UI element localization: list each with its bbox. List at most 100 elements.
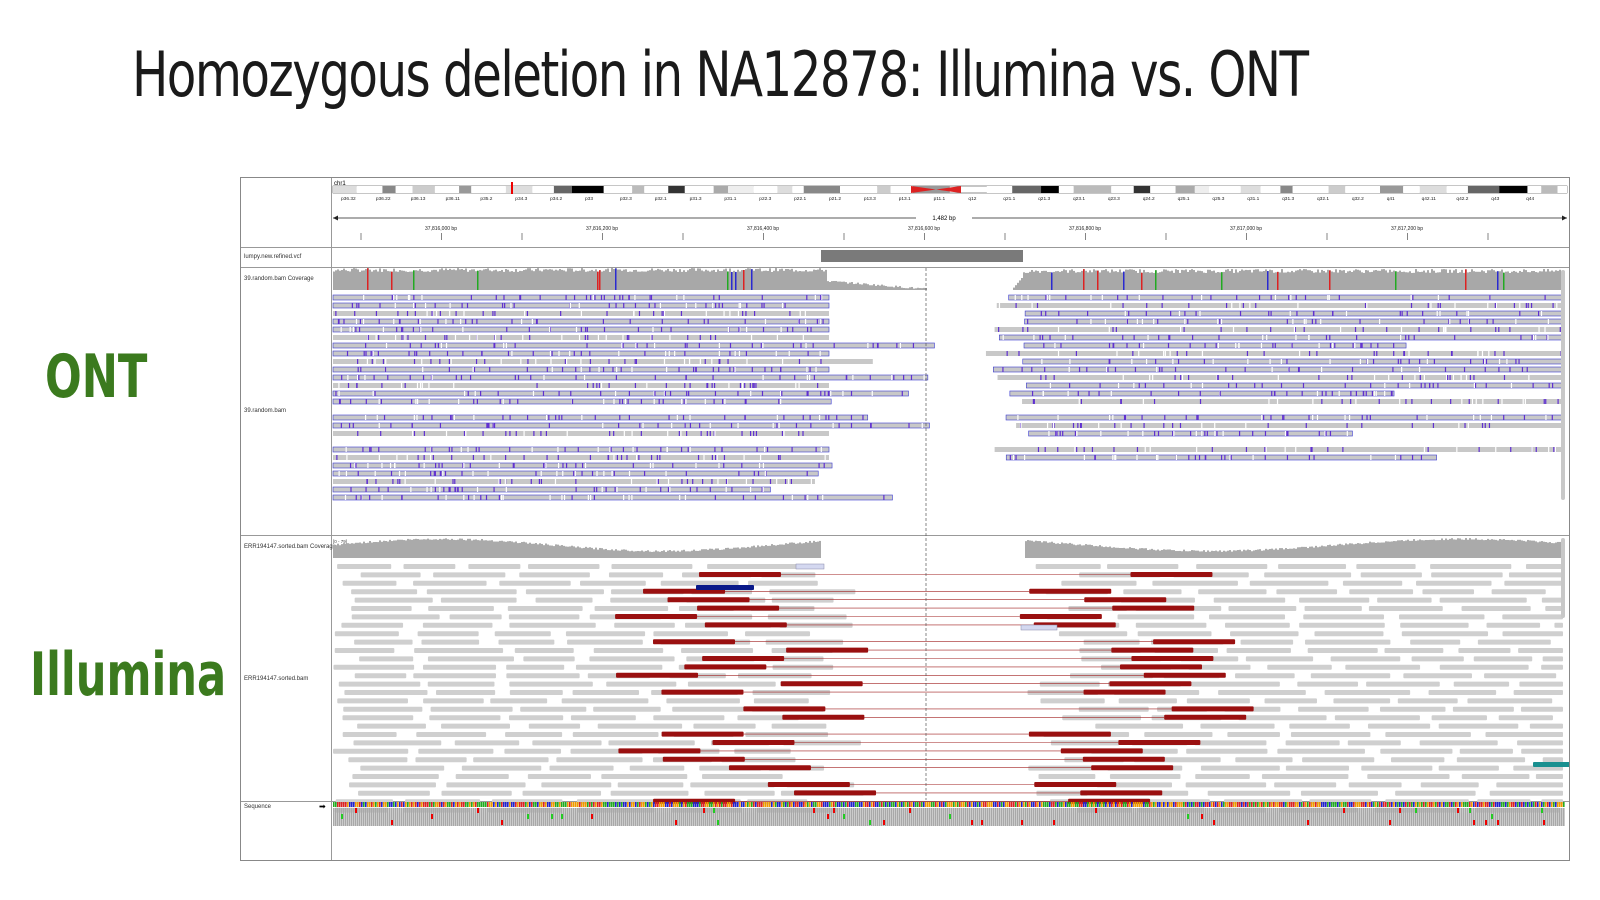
- coverage-bar: [443, 538, 445, 558]
- sequence-track-name[interactable]: Sequence: [244, 804, 272, 810]
- illumina-read: [1542, 757, 1563, 763]
- ont-indel: [657, 479, 659, 484]
- coverage-bar: [1155, 550, 1157, 558]
- translation-bar: [369, 808, 371, 826]
- coverage-bar: [1549, 542, 1551, 558]
- deletion-call[interactable]: [821, 250, 1023, 262]
- ont-indel: [700, 431, 702, 436]
- base: [1281, 802, 1283, 807]
- illumina-read: [455, 774, 509, 779]
- coverage-bar: [629, 551, 631, 558]
- ont-indel: [484, 359, 486, 364]
- ont-read: [1006, 415, 1563, 420]
- coverage-bar: [353, 268, 355, 290]
- coverage-bar: [1029, 271, 1031, 290]
- ont-indel: [816, 319, 818, 324]
- vcf-track-name[interactable]: lumpy.new.refined.vcf: [244, 254, 302, 260]
- coverage-bar: [1109, 546, 1111, 558]
- base: [685, 802, 687, 807]
- ont-indel: [1169, 335, 1171, 340]
- base: [1071, 802, 1073, 807]
- coverage-bar: [1353, 270, 1355, 290]
- illumina-read: [748, 580, 818, 586]
- cytoband: [684, 186, 714, 193]
- discordant-read: [728, 765, 811, 771]
- ont-read: [985, 351, 1563, 356]
- illumina-read: [428, 606, 494, 611]
- cytoband: [668, 186, 685, 193]
- translation-bar: [463, 808, 465, 826]
- cytoband: [1012, 186, 1042, 193]
- ont-indel: [1366, 359, 1369, 364]
- ont-indel: [1552, 303, 1554, 308]
- ont-coverage-track-name[interactable]: 39.random.bam Coverage: [244, 276, 314, 282]
- reference-sequence-track[interactable]: [333, 802, 1565, 826]
- ont-indel: [642, 423, 644, 428]
- ruler[interactable]: 37,816,000 bp 37,816,200 bp 37,816,400 bp 3…: [360, 226, 1489, 240]
- ont-indel: [1198, 455, 1201, 460]
- translation-bar: [1143, 808, 1145, 826]
- translation-bar: [1345, 808, 1347, 826]
- ont-indel: [1225, 367, 1227, 372]
- cytoband: [1194, 186, 1210, 193]
- coverage-bar: [411, 539, 413, 558]
- illumina-coverage-track[interactable]: [333, 538, 1565, 558]
- coverage-bar: [563, 270, 565, 290]
- coverage-bar: [1355, 543, 1357, 558]
- ont-indel: [423, 463, 425, 468]
- illumina-read: [1083, 639, 1140, 645]
- ont-indel: [475, 447, 477, 452]
- translation-bar: [443, 808, 445, 826]
- coverage-bar: [1247, 270, 1249, 290]
- coverage-bar: [1265, 548, 1267, 558]
- ont-indel: [744, 383, 746, 388]
- translation-bar: [1559, 808, 1561, 826]
- discordant-read: [743, 706, 826, 712]
- ont-indel: [532, 351, 534, 356]
- ont-indel: [689, 487, 691, 492]
- base: [1261, 802, 1263, 807]
- ont-indel: [1100, 431, 1102, 436]
- coverage-bar: [1295, 548, 1297, 558]
- illumina-read: [509, 690, 563, 695]
- illumina-scrollbar[interactable]: [1561, 538, 1565, 618]
- illumina-read: [1461, 774, 1530, 779]
- illumina-coverage-track-name[interactable]: ERR194147.sorted.bam Coverage: [244, 544, 337, 550]
- ont-indel: [1419, 375, 1421, 380]
- coverage-bar: [1431, 269, 1433, 290]
- igv-data-area[interactable]: chr1 p36.32 p36.22 p36.13 p36.11 p35.2 p34.3 p…: [331, 178, 1569, 860]
- ont-indel: [669, 335, 671, 340]
- coverage-bar: [341, 270, 343, 290]
- illumina-read-alignments[interactable]: [333, 563, 1569, 813]
- chromosome-name[interactable]: chr1: [334, 181, 346, 187]
- ont-indel: [393, 319, 395, 324]
- ont-read-alignments[interactable]: [332, 294, 1564, 501]
- coverage-bar: [1487, 270, 1489, 290]
- coverage-bar: [481, 538, 483, 558]
- base: [1553, 802, 1555, 807]
- coverage-mismatch: [743, 270, 745, 290]
- ont-indel: [487, 471, 489, 476]
- ont-coverage-track[interactable]: [333, 268, 1565, 290]
- illumina-bam-track-name[interactable]: ERR194147.sorted.bam: [244, 676, 309, 682]
- base: [689, 802, 691, 807]
- chromosome-ideogram[interactable]: [332, 182, 1568, 194]
- translation-bar: [1189, 808, 1191, 826]
- coverage-bar: [1485, 540, 1487, 558]
- coverage-bar: [1195, 272, 1197, 290]
- ont-scrollbar[interactable]: [1561, 270, 1565, 500]
- base: [1167, 802, 1169, 807]
- ont-indel: [1292, 319, 1294, 324]
- coverage-bar: [797, 543, 799, 558]
- ont-indel: [498, 479, 500, 484]
- ont-indel: [1077, 423, 1079, 428]
- ont-bam-track-name[interactable]: 39.random.bam: [244, 408, 287, 414]
- illumina-read: [1310, 673, 1391, 679]
- coverage-bar: [1161, 549, 1163, 558]
- coverage-bar: [589, 547, 591, 558]
- illumina-read: [1038, 774, 1096, 779]
- ont-indel: [1297, 303, 1299, 308]
- translation-bar: [655, 808, 657, 826]
- sequence-strand-arrow-icon[interactable]: ➡: [319, 802, 326, 811]
- coverage-bar: [1153, 549, 1155, 558]
